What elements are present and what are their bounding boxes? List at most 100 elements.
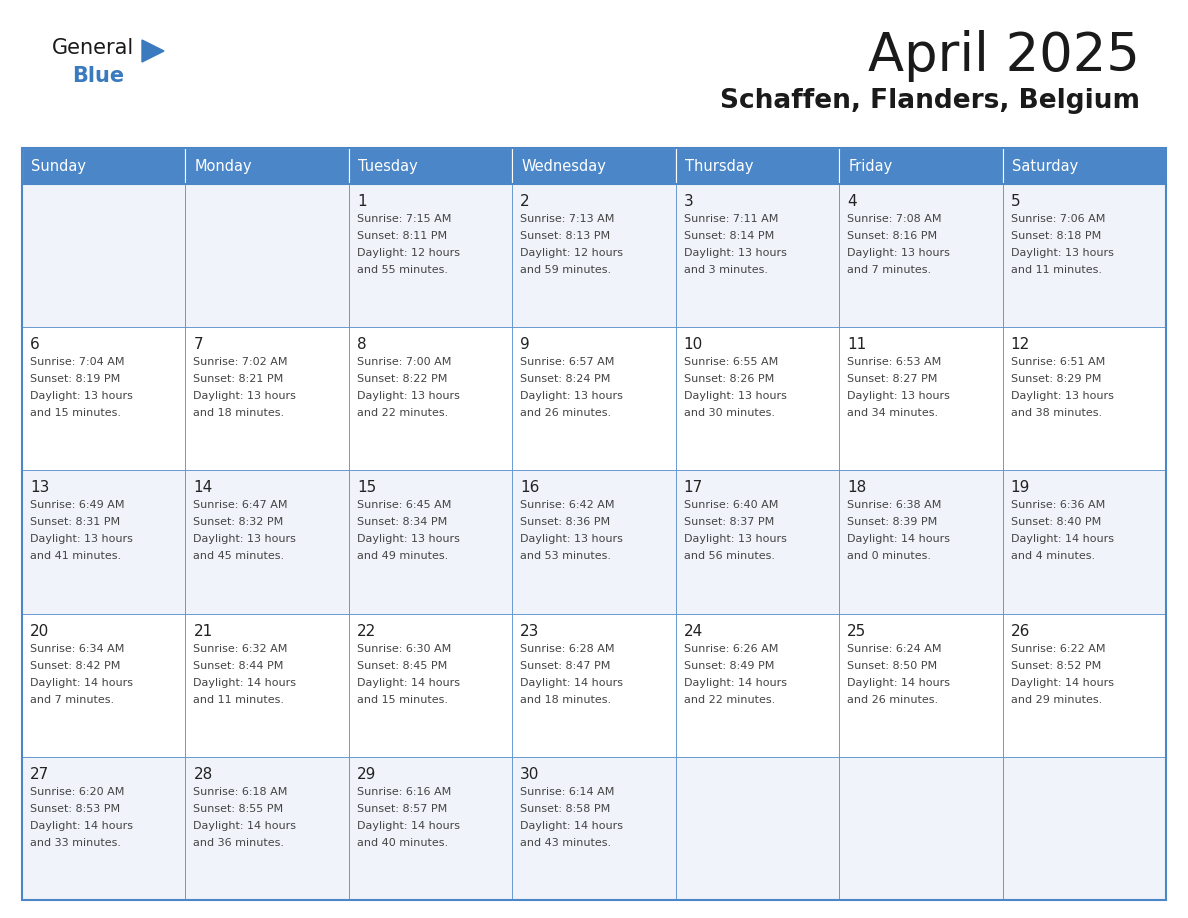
Text: and 22 minutes.: and 22 minutes.	[684, 695, 775, 705]
Text: Sunset: 8:40 PM: Sunset: 8:40 PM	[1011, 518, 1101, 528]
Bar	[1003, 327, 1165, 470]
Text: Sunset: 8:31 PM: Sunset: 8:31 PM	[30, 518, 120, 528]
Text: Saturday: Saturday	[1011, 159, 1078, 174]
Bar	[185, 756, 349, 900]
Text: Blue: Blue	[72, 66, 124, 86]
Text: and 3 minutes.: and 3 minutes.	[684, 265, 767, 275]
Text: Sunday: Sunday	[31, 159, 86, 174]
Text: Daylight: 13 hours: Daylight: 13 hours	[356, 391, 460, 401]
Text: and 26 minutes.: and 26 minutes.	[847, 695, 939, 705]
Text: 20: 20	[30, 623, 49, 639]
Text: Sunrise: 6:40 AM: Sunrise: 6:40 AM	[684, 500, 778, 510]
Bar	[185, 613, 349, 756]
Text: 28: 28	[194, 767, 213, 782]
Text: and 29 minutes.: and 29 minutes.	[1011, 695, 1101, 705]
Text: Sunrise: 7:00 AM: Sunrise: 7:00 AM	[356, 357, 451, 367]
Text: and 41 minutes.: and 41 minutes.	[30, 552, 121, 562]
Text: Sunrise: 6:51 AM: Sunrise: 6:51 AM	[1011, 357, 1105, 367]
Text: Daylight: 13 hours: Daylight: 13 hours	[684, 534, 786, 544]
Text: Daylight: 14 hours: Daylight: 14 hours	[194, 677, 297, 688]
Text: 23: 23	[520, 623, 539, 639]
Text: Sunrise: 6:49 AM: Sunrise: 6:49 AM	[30, 500, 125, 510]
Text: Sunrise: 6:32 AM: Sunrise: 6:32 AM	[194, 644, 287, 654]
Text: 4: 4	[847, 194, 857, 209]
Text: Sunrise: 7:08 AM: Sunrise: 7:08 AM	[847, 214, 942, 224]
Text: 9: 9	[520, 337, 530, 353]
Bar	[839, 148, 1003, 184]
Text: Tuesday: Tuesday	[358, 159, 418, 174]
Text: Daylight: 14 hours: Daylight: 14 hours	[520, 821, 624, 831]
Text: and 56 minutes.: and 56 minutes.	[684, 552, 775, 562]
Text: 24: 24	[684, 623, 703, 639]
Text: Sunrise: 6:34 AM: Sunrise: 6:34 AM	[30, 644, 125, 654]
Text: Sunset: 8:55 PM: Sunset: 8:55 PM	[194, 804, 284, 813]
Bar	[349, 470, 512, 613]
Text: Sunrise: 6:26 AM: Sunrise: 6:26 AM	[684, 644, 778, 654]
Text: and 36 minutes.: and 36 minutes.	[194, 838, 284, 848]
Bar	[839, 613, 1003, 756]
Text: Sunrise: 7:04 AM: Sunrise: 7:04 AM	[30, 357, 125, 367]
Text: Sunrise: 6:18 AM: Sunrise: 6:18 AM	[194, 787, 287, 797]
Text: Daylight: 14 hours: Daylight: 14 hours	[194, 821, 297, 831]
Bar	[349, 184, 512, 327]
Bar	[1003, 148, 1165, 184]
Text: Daylight: 13 hours: Daylight: 13 hours	[847, 391, 950, 401]
Text: Daylight: 14 hours: Daylight: 14 hours	[1011, 534, 1113, 544]
Text: Sunrise: 6:20 AM: Sunrise: 6:20 AM	[30, 787, 125, 797]
Text: Daylight: 13 hours: Daylight: 13 hours	[520, 534, 624, 544]
Text: Daylight: 13 hours: Daylight: 13 hours	[847, 248, 950, 258]
Bar	[349, 148, 512, 184]
Bar	[23, 470, 185, 613]
Text: 12: 12	[1011, 337, 1030, 353]
Text: Sunrise: 7:15 AM: Sunrise: 7:15 AM	[356, 214, 451, 224]
Bar	[349, 613, 512, 756]
Text: and 43 minutes.: and 43 minutes.	[520, 838, 612, 848]
Text: Daylight: 13 hours: Daylight: 13 hours	[1011, 391, 1113, 401]
Text: April 2025: April 2025	[868, 30, 1140, 82]
Text: Wednesday: Wednesday	[522, 159, 606, 174]
Text: 6: 6	[30, 337, 39, 353]
Text: Sunset: 8:34 PM: Sunset: 8:34 PM	[356, 518, 447, 528]
Bar	[512, 148, 676, 184]
Bar	[512, 327, 676, 470]
Text: Daylight: 13 hours: Daylight: 13 hours	[30, 391, 133, 401]
Text: Sunrise: 6:42 AM: Sunrise: 6:42 AM	[520, 500, 614, 510]
Text: Daylight: 12 hours: Daylight: 12 hours	[520, 248, 624, 258]
Text: Daylight: 13 hours: Daylight: 13 hours	[1011, 248, 1113, 258]
Text: Daylight: 13 hours: Daylight: 13 hours	[356, 534, 460, 544]
Text: Sunrise: 7:02 AM: Sunrise: 7:02 AM	[194, 357, 287, 367]
Polygon shape	[143, 40, 164, 62]
Text: Sunrise: 6:28 AM: Sunrise: 6:28 AM	[520, 644, 614, 654]
Text: Sunset: 8:29 PM: Sunset: 8:29 PM	[1011, 375, 1101, 385]
Bar	[1003, 756, 1165, 900]
Bar	[23, 148, 1165, 900]
Text: 3: 3	[684, 194, 694, 209]
Bar	[349, 327, 512, 470]
Text: Monday: Monday	[195, 159, 252, 174]
Bar	[349, 756, 512, 900]
Bar	[512, 184, 676, 327]
Bar	[676, 756, 839, 900]
Text: 17: 17	[684, 480, 703, 496]
Text: 5: 5	[1011, 194, 1020, 209]
Text: and 33 minutes.: and 33 minutes.	[30, 838, 121, 848]
Text: Schaffen, Flanders, Belgium: Schaffen, Flanders, Belgium	[720, 88, 1140, 114]
Text: 25: 25	[847, 623, 866, 639]
Text: Sunset: 8:45 PM: Sunset: 8:45 PM	[356, 661, 447, 671]
Bar	[676, 148, 839, 184]
Text: and 40 minutes.: and 40 minutes.	[356, 838, 448, 848]
Text: 8: 8	[356, 337, 366, 353]
Text: Sunset: 8:22 PM: Sunset: 8:22 PM	[356, 375, 447, 385]
Text: and 30 minutes.: and 30 minutes.	[684, 409, 775, 419]
Bar	[23, 613, 185, 756]
Text: 10: 10	[684, 337, 703, 353]
Text: Sunset: 8:21 PM: Sunset: 8:21 PM	[194, 375, 284, 385]
Text: Daylight: 14 hours: Daylight: 14 hours	[520, 677, 624, 688]
Text: Sunset: 8:27 PM: Sunset: 8:27 PM	[847, 375, 937, 385]
Bar	[512, 756, 676, 900]
Text: Sunset: 8:19 PM: Sunset: 8:19 PM	[30, 375, 120, 385]
Text: and 18 minutes.: and 18 minutes.	[520, 695, 612, 705]
Text: and 11 minutes.: and 11 minutes.	[194, 695, 284, 705]
Text: Sunset: 8:24 PM: Sunset: 8:24 PM	[520, 375, 611, 385]
Text: and 7 minutes.: and 7 minutes.	[30, 695, 114, 705]
